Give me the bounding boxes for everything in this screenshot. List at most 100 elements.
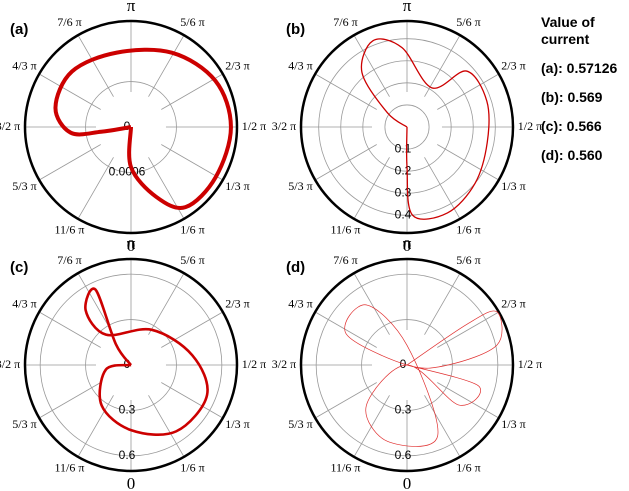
side-title: Value of current [541, 14, 595, 47]
theta-tick-label: 11/6 π [331, 223, 361, 237]
theta-tick-label: 11/6 π [55, 223, 85, 237]
spoke [437, 382, 499, 419]
spoke [148, 35, 185, 97]
theta-tick-label: 4/3 π [12, 297, 36, 311]
spoke [315, 73, 377, 110]
theta-tick-label: 1/6 π [180, 223, 204, 237]
theta-tick-label: 1/3 π [225, 179, 249, 193]
current-values: Value of current (a): 0.57126 (b): 0.569… [541, 14, 627, 164]
item-value: 0.560 [567, 147, 603, 163]
spoke [315, 311, 377, 348]
theta-tick-label: 7/6 π [333, 253, 357, 267]
theta-tick-label: 1/6 π [180, 461, 204, 475]
spoke [161, 144, 223, 181]
theta-tick-label: π [403, 0, 412, 15]
spoke [353, 35, 390, 97]
theta-tick-label: π [403, 234, 412, 253]
item-label: (d): [541, 147, 564, 163]
theta-tick-label: 2/3 π [225, 297, 249, 311]
spoke [77, 35, 114, 97]
spoke [39, 144, 101, 181]
panel-label: (a) [10, 21, 28, 38]
theta-tick-label: 1/3 π [501, 179, 525, 193]
r-tick-label: 0.2 [395, 163, 412, 177]
item-value: 0.57126 [566, 60, 618, 76]
theta-tick-label: 0 [403, 236, 412, 255]
theta-tick-label: 0 [127, 474, 136, 491]
spoke [353, 395, 390, 457]
theta-tick-label: 0 [403, 474, 412, 491]
theta-tick-label: 1/3 π [501, 417, 525, 431]
spoke [39, 311, 101, 348]
trajectory [344, 304, 503, 447]
theta-tick-label: 7/6 π [57, 253, 81, 267]
theta-tick-label: 1/2 π [518, 119, 542, 133]
spoke [161, 382, 223, 419]
spoke [437, 144, 499, 181]
theta-tick-label: 4/3 π [12, 59, 36, 73]
item-value: 0.569 [567, 89, 603, 105]
theta-tick-label: 3/2 π [272, 119, 296, 133]
spoke [437, 73, 499, 110]
theta-tick-label: 2/3 π [501, 297, 525, 311]
trajectory [84, 287, 209, 436]
r-tick-label: 0.6 [395, 448, 412, 462]
item-label: (b): [541, 89, 564, 105]
theta-tick-label: 1/2 π [242, 119, 266, 133]
spoke [424, 157, 461, 219]
item-label: (c): [541, 118, 563, 134]
theta-tick-label: 1/3 π [225, 417, 249, 431]
r-tick-label: 0.3 [395, 403, 412, 417]
spoke [148, 273, 185, 335]
panel-label: (b) [286, 21, 305, 38]
r-tick-label: 0.3 [119, 403, 136, 417]
spoke [39, 382, 101, 419]
r-tick-label: 0 [400, 357, 407, 371]
theta-tick-label: 4/3 π [288, 297, 312, 311]
r-tick-label: 0.1 [395, 141, 412, 155]
theta-tick-label: 1/6 π [456, 223, 480, 237]
r-tick-label: 0.4 [395, 208, 412, 222]
spoke [424, 395, 461, 457]
trajectory [53, 47, 233, 210]
theta-tick-label: 2/3 π [501, 59, 525, 73]
outer-ring [299, 257, 515, 473]
theta-tick-label: 3/2 π [0, 119, 20, 133]
spoke [315, 144, 377, 181]
theta-tick-label: 1/6 π [456, 461, 480, 475]
spoke [315, 382, 377, 419]
spoke [437, 311, 499, 348]
theta-tick-label: 5/6 π [456, 253, 480, 267]
theta-tick-label: 11/6 π [55, 461, 85, 475]
spoke [424, 273, 461, 335]
theta-tick-label: 5/3 π [288, 179, 312, 193]
theta-tick-label: 11/6 π [331, 461, 361, 475]
spoke [77, 157, 114, 219]
panel-label: (c) [10, 259, 28, 276]
r-tick-label: 0.6 [119, 448, 136, 462]
spoke [353, 273, 390, 335]
spoke [353, 157, 390, 219]
theta-tick-label: 4/3 π [288, 59, 312, 73]
theta-tick-label: 7/6 π [57, 15, 81, 29]
theta-tick-label: 5/6 π [456, 15, 480, 29]
theta-tick-label: π [127, 0, 136, 15]
theta-tick-label: 1/2 π [518, 357, 542, 371]
theta-tick-label: 3/2 π [0, 357, 20, 371]
theta-tick-label: 3/2 π [272, 357, 296, 371]
spoke [148, 395, 185, 457]
theta-tick-label: 5/3 π [288, 417, 312, 431]
r-tick-label: 0.0006 [109, 165, 146, 179]
theta-tick-label: 2/3 π [225, 59, 249, 73]
panel-label: (d) [286, 259, 305, 276]
item-value: 0.566 [566, 118, 602, 134]
trajectory [360, 38, 490, 220]
side-item: (b): 0.569 [541, 89, 627, 106]
side-item: (d): 0.560 [541, 147, 627, 164]
spoke [39, 73, 101, 110]
outer-ring [299, 19, 515, 235]
theta-tick-label: π [127, 234, 136, 253]
theta-tick-label: 5/3 π [12, 417, 36, 431]
